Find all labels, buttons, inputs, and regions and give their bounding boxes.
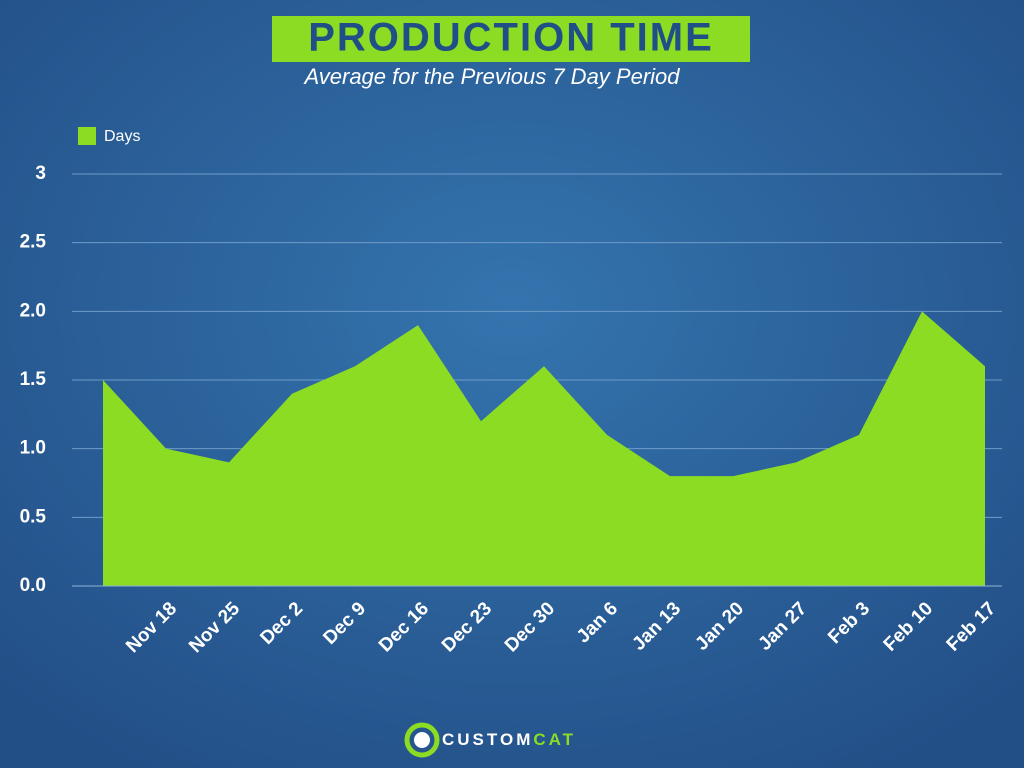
area (103, 311, 985, 586)
y-tick-label: 2.0 (20, 300, 46, 321)
y-tick-label: 2.5 (20, 232, 47, 253)
legend-label: Days (104, 128, 140, 145)
title-box (272, 16, 750, 62)
logo-text: CUSTOMCAT (442, 730, 576, 749)
chart-title: PRODUCTION TIME (308, 16, 714, 60)
logo-icon (404, 722, 440, 758)
logo-icon (414, 732, 430, 748)
chart-subtitle: Average for the Previous 7 Day Period (302, 64, 680, 89)
legend-swatch (78, 127, 96, 145)
y-tick-label: 0.5 (20, 506, 47, 527)
y-tick-label: 1.0 (20, 438, 46, 459)
y-tick-label: 1.5 (20, 369, 47, 390)
logo-part: CAT (533, 730, 576, 749)
logo: CUSTOMCAT (404, 722, 576, 758)
y-tick-label: 0.0 (20, 575, 46, 596)
y-tick-label: 3 (35, 163, 46, 184)
logo-part: CUSTOM (442, 730, 533, 749)
